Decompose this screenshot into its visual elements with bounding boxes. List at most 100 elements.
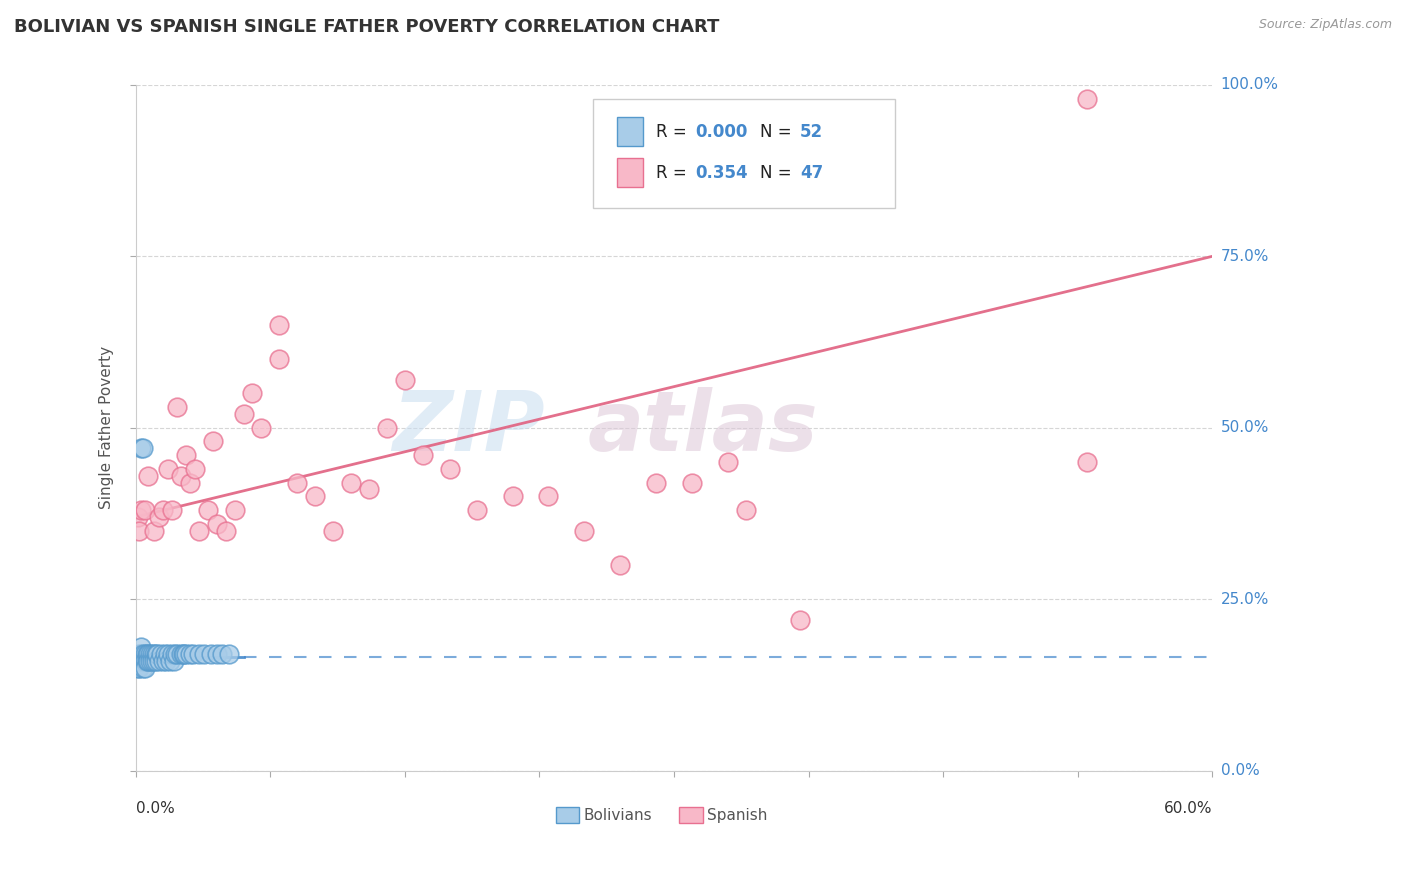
- Point: [179, 475, 201, 490]
- Text: 50.0%: 50.0%: [1220, 420, 1268, 435]
- Point: [162, 654, 184, 668]
- Point: [166, 647, 188, 661]
- Point: [128, 524, 150, 538]
- Point: [1076, 455, 1098, 469]
- Point: [717, 455, 740, 469]
- Point: [197, 503, 219, 517]
- Point: [159, 654, 181, 668]
- Point: [127, 661, 149, 675]
- Point: [127, 654, 149, 668]
- Point: [218, 647, 240, 661]
- Point: [139, 654, 162, 668]
- Point: [148, 509, 170, 524]
- Point: [181, 647, 204, 661]
- Text: 75.0%: 75.0%: [1220, 249, 1268, 264]
- Point: [465, 503, 488, 517]
- Point: [145, 654, 167, 668]
- FancyBboxPatch shape: [593, 99, 894, 209]
- Point: [439, 462, 461, 476]
- Text: 52: 52: [800, 122, 823, 141]
- Point: [138, 468, 160, 483]
- Point: [502, 489, 524, 503]
- Point: [170, 647, 193, 661]
- Point: [269, 352, 291, 367]
- Point: [322, 524, 344, 538]
- Point: [184, 462, 207, 476]
- Point: [202, 434, 225, 449]
- Point: [157, 462, 180, 476]
- Point: [187, 647, 209, 661]
- Point: [152, 654, 174, 668]
- Text: 60.0%: 60.0%: [1164, 801, 1212, 816]
- Point: [150, 647, 173, 661]
- Text: R =: R =: [655, 164, 692, 182]
- Point: [165, 647, 187, 661]
- Y-axis label: Single Father Poverty: Single Father Poverty: [100, 346, 114, 509]
- Text: Bolivians: Bolivians: [583, 807, 652, 822]
- Text: ZIP: ZIP: [392, 387, 546, 468]
- Point: [304, 489, 326, 503]
- Point: [129, 647, 152, 661]
- Point: [340, 475, 363, 490]
- Text: N =: N =: [761, 164, 797, 182]
- Text: 25.0%: 25.0%: [1220, 591, 1268, 607]
- Point: [141, 647, 163, 661]
- Point: [174, 448, 197, 462]
- Point: [128, 654, 150, 668]
- Text: BOLIVIAN VS SPANISH SINGLE FATHER POVERTY CORRELATION CHART: BOLIVIAN VS SPANISH SINGLE FATHER POVERT…: [14, 18, 720, 36]
- Point: [134, 503, 156, 517]
- Point: [412, 448, 434, 462]
- Text: 0.0%: 0.0%: [136, 801, 174, 816]
- Point: [193, 647, 215, 661]
- Bar: [679, 807, 703, 823]
- Point: [574, 524, 596, 538]
- Point: [142, 654, 165, 668]
- Point: [148, 654, 170, 668]
- Point: [134, 647, 156, 661]
- Point: [146, 647, 169, 661]
- Point: [166, 400, 188, 414]
- Point: [155, 654, 177, 668]
- Point: [187, 524, 209, 538]
- Point: [129, 654, 152, 668]
- Text: 0.354: 0.354: [696, 164, 748, 182]
- Point: [138, 654, 160, 668]
- Point: [734, 503, 756, 517]
- Point: [134, 661, 156, 675]
- Point: [232, 407, 254, 421]
- Point: [129, 503, 152, 517]
- Bar: [555, 807, 579, 823]
- Point: [205, 647, 228, 661]
- Point: [645, 475, 668, 490]
- Point: [132, 654, 155, 668]
- Point: [242, 386, 264, 401]
- Text: 0.000: 0.000: [696, 122, 748, 141]
- Bar: [617, 158, 643, 187]
- Text: 47: 47: [800, 164, 824, 182]
- Point: [200, 647, 222, 661]
- Point: [269, 318, 291, 332]
- Point: [789, 613, 811, 627]
- Bar: [617, 117, 643, 146]
- Point: [537, 489, 560, 503]
- Point: [128, 661, 150, 675]
- Point: [224, 503, 246, 517]
- Point: [174, 647, 197, 661]
- Point: [359, 483, 381, 497]
- Point: [172, 647, 194, 661]
- Text: N =: N =: [761, 122, 797, 141]
- Point: [394, 373, 416, 387]
- Point: [681, 475, 703, 490]
- Point: [152, 503, 174, 517]
- Point: [157, 647, 180, 661]
- Point: [129, 442, 152, 456]
- Point: [135, 647, 157, 661]
- Point: [134, 654, 156, 668]
- Text: atlas: atlas: [588, 387, 818, 468]
- Point: [135, 654, 157, 668]
- Point: [285, 475, 308, 490]
- Point: [127, 509, 149, 524]
- Point: [142, 524, 165, 538]
- Point: [128, 647, 150, 661]
- Point: [375, 421, 398, 435]
